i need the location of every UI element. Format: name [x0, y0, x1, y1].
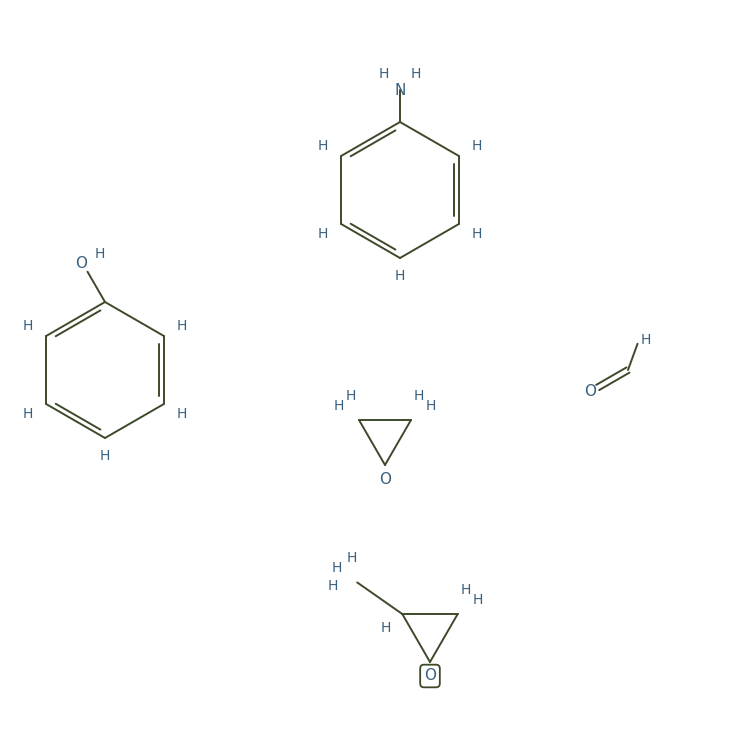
Text: H: H — [472, 227, 482, 241]
Text: O: O — [424, 668, 436, 683]
Text: H: H — [347, 551, 358, 565]
Text: H: H — [177, 407, 187, 421]
Text: H: H — [23, 319, 33, 333]
Text: O: O — [76, 256, 88, 271]
Text: H: H — [318, 227, 328, 241]
Text: H: H — [411, 67, 421, 81]
Text: H: H — [381, 621, 392, 635]
Text: H: H — [318, 139, 328, 153]
Text: H: H — [94, 247, 105, 261]
Text: H: H — [461, 583, 471, 597]
Text: H: H — [100, 449, 110, 463]
Text: H: H — [414, 389, 424, 403]
Text: H: H — [177, 319, 187, 333]
Text: N: N — [394, 83, 406, 98]
Text: H: H — [334, 399, 344, 413]
Text: O: O — [584, 384, 595, 399]
Text: H: H — [640, 333, 651, 346]
Text: H: H — [332, 562, 342, 575]
Text: H: H — [473, 593, 483, 607]
Text: H: H — [379, 67, 389, 81]
Text: H: H — [394, 269, 406, 283]
Text: O: O — [379, 472, 391, 486]
Text: H: H — [346, 389, 356, 403]
Text: H: H — [426, 399, 436, 413]
Text: H: H — [328, 580, 339, 594]
Text: H: H — [23, 407, 33, 421]
Text: H: H — [472, 139, 482, 153]
